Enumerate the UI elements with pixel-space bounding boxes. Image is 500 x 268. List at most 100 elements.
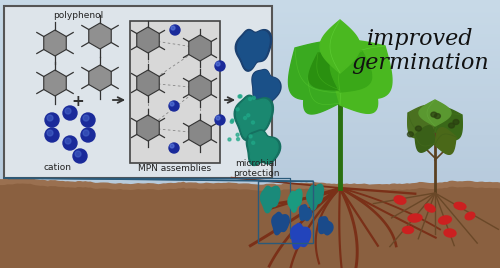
Bar [0,103,500,104]
Bar [0,220,500,221]
Bar [0,258,500,259]
Polygon shape [88,65,112,91]
Bar [0,173,500,174]
Bar [0,154,500,155]
Bar [0,64,500,65]
Bar [0,75,500,76]
Bar [0,197,500,198]
Bar [0,265,500,266]
Bar [0,122,500,123]
Bar [0,79,500,80]
Bar [0,24,500,25]
Bar [0,91,500,92]
Bar [0,62,500,63]
Polygon shape [300,205,312,221]
Bar [0,213,500,214]
Bar [0,82,500,83]
Bar [0,162,500,163]
Bar [0,244,500,245]
Bar [0,215,500,216]
Bar [0,224,500,225]
Bar [0,17,500,18]
Bar [0,133,500,134]
Bar [0,252,500,253]
Bar [0,188,500,189]
Bar [0,185,500,186]
Bar [0,174,500,175]
Bar [0,217,500,218]
Bar [0,146,500,147]
Bar [0,214,500,215]
Bar [0,195,500,196]
Polygon shape [88,23,112,49]
Polygon shape [252,69,281,101]
Bar [0,186,500,187]
Ellipse shape [81,128,95,142]
Bar [0,69,500,70]
Bar [0,205,500,206]
Polygon shape [236,97,271,138]
Bar [0,100,500,101]
Bar [0,232,500,233]
Polygon shape [188,120,212,146]
Bar [0,158,500,159]
Bar [0,237,500,238]
Bar [0,148,500,149]
Bar [0,68,500,69]
Bar [0,84,500,85]
Bar [0,261,500,262]
Ellipse shape [215,61,225,71]
Bar [0,163,500,164]
Bar [0,229,500,230]
Bar [0,249,500,250]
Text: polyphenol: polyphenol [53,11,103,20]
Bar [0,226,500,227]
Ellipse shape [244,117,246,120]
Ellipse shape [171,26,175,30]
Polygon shape [136,27,160,53]
Bar [0,61,500,62]
Polygon shape [234,95,274,140]
Bar [0,15,500,16]
Bar [0,105,500,106]
Polygon shape [309,53,349,90]
Polygon shape [246,130,280,165]
Polygon shape [330,51,372,92]
Bar [0,20,500,21]
Bar [258,181,313,243]
Bar [0,45,500,46]
Ellipse shape [47,130,53,136]
Bar [0,169,500,170]
Bar [0,170,500,171]
Bar [0,209,500,210]
Bar [0,33,500,34]
Bar [0,2,500,3]
Bar [0,193,500,194]
Bar [0,42,500,43]
Polygon shape [238,31,269,69]
Polygon shape [260,186,280,213]
Bar [0,88,500,89]
Bar [0,57,500,58]
Bar [0,251,500,252]
Bar [0,264,500,265]
Bar [0,238,500,239]
Bar [0,192,500,193]
Bar [0,208,500,209]
Bar [0,196,500,197]
Bar [0,248,500,249]
Bar [0,86,500,87]
Bar [0,167,500,168]
Ellipse shape [75,151,81,157]
Polygon shape [188,35,212,61]
Bar [0,5,500,6]
Bar [0,93,500,94]
Polygon shape [288,42,346,99]
Bar [0,44,500,45]
Bar [0,116,500,117]
Polygon shape [248,132,278,164]
Polygon shape [408,105,436,138]
Bar [0,201,500,202]
Bar [0,143,500,144]
Bar [0,202,500,203]
